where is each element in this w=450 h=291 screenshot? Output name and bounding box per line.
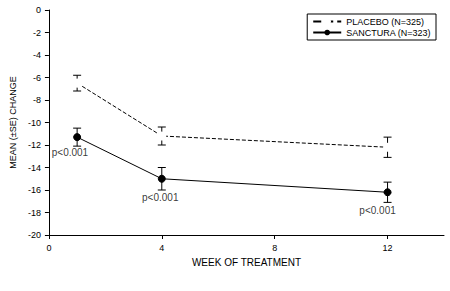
svg-text:-6: -6: [33, 73, 41, 83]
svg-text:4: 4: [159, 243, 164, 253]
svg-text:WEEK OF TREATMENT: WEEK OF TREATMENT: [192, 257, 301, 268]
svg-text:-4: -4: [33, 50, 41, 60]
svg-text:p<0.001: p<0.001: [142, 192, 179, 203]
svg-text:12: 12: [383, 243, 393, 253]
svg-text:0: 0: [36, 5, 41, 15]
svg-text:SANCTURA (N=323): SANCTURA (N=323): [346, 28, 430, 38]
svg-text:PLACEBO (N=325): PLACEBO (N=325): [346, 17, 424, 27]
svg-text:8: 8: [272, 243, 277, 253]
svg-text:MEAN (±SE) CHANGE: MEAN (±SE) CHANGE: [8, 76, 18, 168]
svg-text:-12: -12: [28, 140, 41, 150]
svg-text:-10: -10: [28, 118, 41, 128]
svg-text:p<0.001: p<0.001: [52, 147, 89, 158]
svg-text:p<0.001: p<0.001: [359, 205, 396, 216]
svg-text:-18: -18: [28, 208, 41, 218]
svg-text:-20: -20: [28, 230, 41, 240]
svg-text:-14: -14: [28, 163, 41, 173]
svg-text:-8: -8: [33, 95, 41, 105]
svg-text:-2: -2: [33, 28, 41, 38]
svg-text:0: 0: [46, 243, 51, 253]
svg-text:-16: -16: [28, 185, 41, 195]
